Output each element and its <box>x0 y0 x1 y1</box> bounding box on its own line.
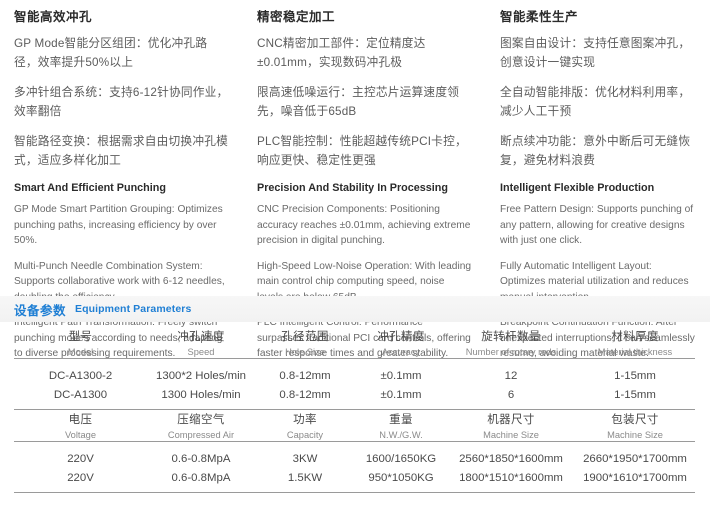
column-header-en: Voltage <box>64 429 97 440</box>
feature-title-cn: 智能柔性生产 <box>500 10 579 24</box>
table-rule-top <box>14 358 695 367</box>
feature-title-cn: 智能高效冲孔 <box>14 10 93 24</box>
section-title-en: Equipment Parameters <box>75 303 192 315</box>
spec-table-2: 电压 压缩空气 功率 重量 机器尺寸 包装尺寸 Voltage Compress… <box>14 413 695 494</box>
column-header-en: Speed <box>187 346 215 357</box>
table-rule-bottom <box>14 409 695 411</box>
table-cell: 950*1050KG <box>368 471 434 484</box>
feature-paragraph-en: CNC Precision Components: Positioning ac… <box>257 204 471 247</box>
feature-paragraph-cn: 限高速低噪运行：主控芯片运算速度领先，噪音低于65dB <box>257 85 460 118</box>
table-cell: ±0.1mm <box>380 388 422 401</box>
column-header-cn: 重量 <box>389 414 413 426</box>
table-cell: DC-A1300-2 <box>48 370 113 383</box>
rule <box>14 441 695 450</box>
table-cell: 0.8-12mm <box>279 370 331 383</box>
column-header-en: Compressed Air <box>167 429 235 440</box>
table-cell: 1800*1510*1600mm <box>459 471 563 484</box>
table-cell: 1.5KW <box>287 471 323 484</box>
table-cell: 2560*1850*1600mm <box>459 453 563 466</box>
column-header-cn: 电压 <box>68 414 93 426</box>
table-header-row-cn: 电压 压缩空气 功率 重量 机器尺寸 包装尺寸 <box>14 413 695 429</box>
column-header-cn: 冲孔精度 <box>377 331 425 343</box>
rule <box>14 358 695 367</box>
feature-paragraph-en: GP Mode Smart Partition Grouping: Optimi… <box>14 204 223 247</box>
spec-table-2-block: 电压 压缩空气 功率 重量 机器尺寸 包装尺寸 Voltage Compress… <box>0 413 710 494</box>
section-title-cn: 设备参数 <box>14 303 67 318</box>
column-header-en: N.W./G.W. <box>379 429 423 440</box>
table-header-row-en: Model Speed Hole Size Accuracy Number of… <box>14 346 695 359</box>
table-cell: 6 <box>507 388 515 401</box>
column-header-cn: 孔径范围 <box>281 331 329 343</box>
feature-paragraph-cn: 全自动智能排版：优化材料利用率，减少人工干预 <box>500 85 691 118</box>
column-header-cn: 功率 <box>293 414 317 426</box>
spec-tables: 型号 冲孔速度 孔径范围 冲孔精度 旋转杆数量 材料厚度 Model Speed… <box>0 330 710 496</box>
table-cell: 1300 Holes/min <box>161 388 241 401</box>
feature-title-en: Smart And Efficient Punching <box>14 181 166 194</box>
column-header-en: Capacity <box>286 429 324 440</box>
column-header-en: Accuracy <box>381 346 421 357</box>
feature-paragraph-cn: 多冲针组合系统：支持6-12针协同作业，效率翻倍 <box>14 85 229 118</box>
table-cell: 0.8-12mm <box>279 388 331 401</box>
rule <box>14 492 695 494</box>
feature-column-1: 智能高效冲孔 GP Mode智能分区组团：优化冲孔路径，效率提升50%以上 多冲… <box>0 10 243 372</box>
feature-title-en: Intelligent Flexible Production <box>500 181 655 194</box>
column-header-cn: 冲孔速度 <box>177 331 225 343</box>
column-header-cn: 旋转杆数量 <box>481 331 541 343</box>
column-header-cn: 机器尺寸 <box>487 414 535 426</box>
feature-paragraph-cn: PLC智能控制：性能超越传统PCI卡控，响应更快、稳定性更强 <box>257 134 467 167</box>
feature-paragraph-en: Intelligent Path Transformation: Freely … <box>14 317 223 360</box>
column-header-en: Machine Size <box>483 429 539 440</box>
table-cell: 0.6-0.8MpA <box>171 471 231 484</box>
table-row: DC-A1300 1300 Holes/min 0.8-12mm ±0.1mm … <box>14 386 695 410</box>
feature-column-2: 精密稳定加工 CNC精密加工部件：定位精度达±0.01mm，实现数码冲孔极 限高… <box>243 10 486 372</box>
table-cell: 220V <box>67 471 94 484</box>
feature-paragraph-en: Free Pattern Design: Supports punching o… <box>500 204 694 247</box>
table-header-row-cn: 型号 冲孔速度 孔径范围 冲孔精度 旋转杆数量 材料厚度 <box>14 330 695 346</box>
feature-title-cn: 精密稳定加工 <box>257 10 336 24</box>
table-row: DC-A1300-2 1300*2 Holes/min 0.8-12mm ±0.… <box>14 366 695 385</box>
feature-paragraph-cn: GP Mode智能分区组团：优化冲孔路径，效率提升50%以上 <box>14 37 208 69</box>
feature-paragraph-cn: CNC精密加工部件：定位精度达±0.01mm，实现数码冲孔极 <box>257 37 426 69</box>
feature-title-en: Precision And Stability In Processing <box>257 181 448 194</box>
column-header-cn: 型号 <box>68 331 93 343</box>
column-header-en: Hole Size <box>285 346 325 357</box>
table-cell: 3KW <box>292 453 318 466</box>
feature-paragraph-cn: 断点续冲功能：意外中断后可无缝恢复，避免材料浪费 <box>500 134 691 167</box>
feature-paragraph-cn: 图案自由设计：支持任意图案冲孔，创意设计一键实现 <box>500 37 691 69</box>
column-header-en: Material thickness <box>597 346 673 357</box>
table-rule-top <box>14 441 695 450</box>
table-header-row-en: Voltage Compressed Air Capacity N.W./G.W… <box>14 429 695 442</box>
table-cell: 220V <box>67 453 94 466</box>
table-cell: 1-15mm <box>614 388 656 401</box>
feature-paragraph-cn: 智能路径变换：根据需求自由切换冲孔模式，适应多样化加工 <box>14 134 228 167</box>
column-header-cn: 压缩空气 <box>177 414 225 426</box>
table-row: 220V 0.6-0.8MpA 3KW 1600/1650KG 2560*185… <box>14 449 695 468</box>
column-header-cn: 材料厚度 <box>611 331 659 343</box>
table-cell: 1600/1650KG <box>365 453 437 466</box>
spec-table-1: 型号 冲孔速度 孔径范围 冲孔精度 旋转杆数量 材料厚度 Model Speed… <box>14 330 695 411</box>
table-cell: 2660*1950*1700mm <box>583 453 687 466</box>
column-header-en: Model <box>67 346 94 357</box>
table-rule-bottom <box>14 492 695 494</box>
table-cell: 12 <box>504 370 518 383</box>
table-cell: DC-A1300 <box>53 388 108 401</box>
feature-column-3: 智能柔性生产 图案自由设计：支持任意图案冲孔，创意设计一键实现 全自动智能排版：… <box>486 10 710 372</box>
table-cell: 0.6-0.8MpA <box>171 453 231 466</box>
column-header-en: Machine Size <box>607 429 663 440</box>
features-section: 智能高效冲孔 GP Mode智能分区组团：优化冲孔路径，效率提升50%以上 多冲… <box>0 10 710 372</box>
column-header-en: Number of rotary rods <box>465 346 557 357</box>
spec-table-1-block: 型号 冲孔速度 孔径范围 冲孔精度 旋转杆数量 材料厚度 Model Speed… <box>0 330 710 411</box>
equipment-parameters-header: 设备参数 Equipment Parameters <box>0 296 710 322</box>
table-cell: 1-15mm <box>614 370 656 383</box>
table-cell: ±0.1mm <box>380 370 422 383</box>
column-header-cn: 包装尺寸 <box>611 414 659 426</box>
table-cell: 1900*1610*1700mm <box>583 471 687 484</box>
feature-paragraph-en: PLC Intelligent Control: Performance sur… <box>257 317 471 360</box>
table-row: 220V 0.6-0.8MpA 1.5KW 950*1050KG 1800*15… <box>14 469 695 493</box>
table-cell: 1300*2 Holes/min <box>156 370 246 383</box>
rule <box>14 409 695 411</box>
feature-paragraph-en: Breakpoint Continuation Function: After … <box>500 317 695 360</box>
